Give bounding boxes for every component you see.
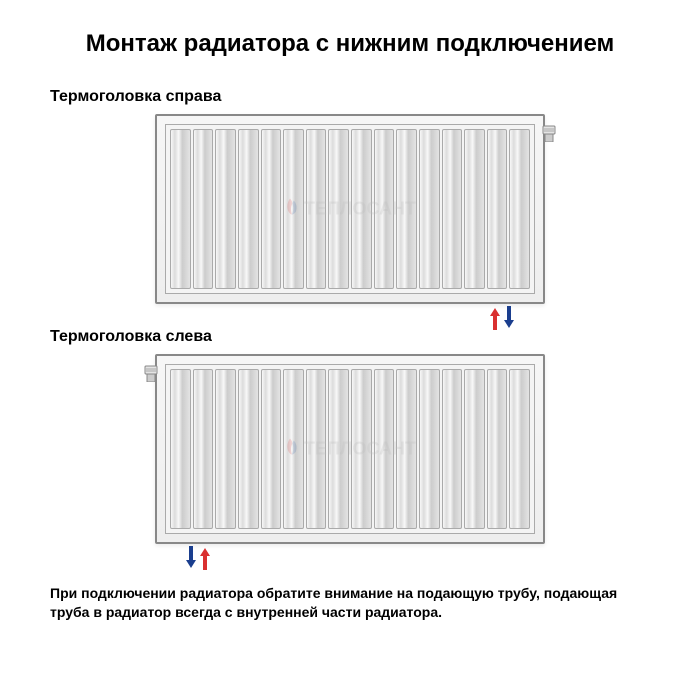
flow-arrows-right	[489, 306, 515, 330]
radiator-fin	[193, 369, 214, 529]
radiator-fin	[215, 369, 236, 529]
radiator-fin	[487, 129, 508, 289]
radiator-fin	[328, 369, 349, 529]
radiator-fin	[374, 369, 395, 529]
radiator-fin	[193, 129, 214, 289]
radiator-fins-left	[165, 364, 535, 534]
radiator-fin	[283, 369, 304, 529]
section-left: Термоголовка слева	[50, 328, 650, 544]
radiator-wrap-right: ТЕПЛОСАНТ	[50, 114, 650, 304]
radiator-fin	[170, 129, 191, 289]
subtitle-left: Термоголовка слева	[50, 328, 650, 346]
radiator-fin	[374, 129, 395, 289]
flow-arrows-left	[185, 546, 211, 570]
subtitle-right: Термоголовка справа	[50, 88, 650, 106]
radiator-left: ТЕПЛОСАНТ	[155, 354, 545, 544]
radiator-right: ТЕПЛОСАНТ	[155, 114, 545, 304]
radiator-fin	[238, 369, 259, 529]
radiator-fin	[419, 369, 440, 529]
arrow-down-icon	[503, 306, 515, 330]
radiator-fin	[351, 369, 372, 529]
arrow-down-icon	[185, 546, 197, 570]
radiator-fin	[283, 129, 304, 289]
radiator-fin	[419, 129, 440, 289]
footer-note: При подключении радиатора обратите внима…	[50, 584, 650, 622]
radiator-fin	[306, 129, 327, 289]
arrow-up-icon	[199, 546, 211, 570]
thermostat-valve-icon	[143, 364, 159, 382]
radiator-fin	[306, 369, 327, 529]
radiator-fin	[464, 129, 485, 289]
radiator-fin	[328, 129, 349, 289]
section-right: Термоголовка справа	[50, 88, 650, 304]
radiator-fin	[464, 369, 485, 529]
radiator-fin	[261, 369, 282, 529]
radiator-fin	[442, 129, 463, 289]
radiator-fin	[509, 369, 530, 529]
radiator-fin	[351, 129, 372, 289]
radiator-fin	[442, 369, 463, 529]
radiator-fin	[509, 129, 530, 289]
thermostat-valve-icon	[541, 124, 557, 142]
radiator-fin	[238, 129, 259, 289]
page-title: Монтаж радиатора с нижним подключением	[50, 30, 650, 58]
radiator-fins-right	[165, 124, 535, 294]
radiator-fin	[261, 129, 282, 289]
arrow-up-icon	[489, 306, 501, 330]
radiator-fin	[170, 369, 191, 529]
radiator-fin	[487, 369, 508, 529]
radiator-fin	[396, 129, 417, 289]
radiator-wrap-left: ТЕПЛОСАНТ	[50, 354, 650, 544]
radiator-fin	[396, 369, 417, 529]
radiator-fin	[215, 129, 236, 289]
